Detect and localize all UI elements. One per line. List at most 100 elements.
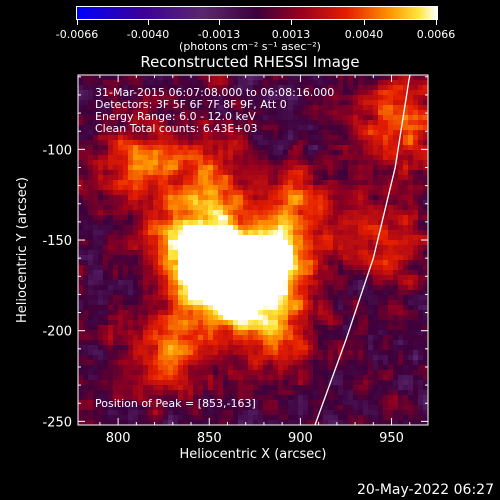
heatmap-cell [288, 395, 294, 401]
heatmap-cell [188, 375, 194, 381]
heatmap-cell [83, 410, 89, 416]
heatmap-cell [138, 380, 144, 386]
heatmap-cell [83, 305, 89, 311]
heatmap-cell [93, 410, 99, 416]
heatmap-cell [323, 155, 329, 161]
heatmap-cell [93, 90, 99, 96]
heatmap-cell [278, 320, 284, 326]
heatmap-cell [93, 185, 99, 191]
heatmap-cell [343, 260, 349, 266]
heatmap-cell [358, 270, 364, 276]
heatmap-cell [263, 210, 269, 216]
heatmap-cell [413, 185, 419, 191]
heatmap-cell [178, 190, 184, 196]
heatmap-cell [323, 295, 329, 301]
heatmap-cell [123, 120, 129, 126]
heatmap-cell [78, 275, 84, 281]
heatmap-cell [113, 395, 119, 401]
heatmap-cell [303, 250, 309, 256]
heatmap-cell [178, 310, 184, 316]
heatmap-cell [128, 100, 134, 106]
heatmap-cell [278, 85, 284, 91]
heatmap-cell [393, 260, 399, 266]
heatmap-cell [353, 355, 359, 361]
heatmap-cell [118, 260, 124, 266]
heatmap-cell [188, 150, 194, 156]
heatmap-cell [238, 145, 244, 151]
heatmap-cell [118, 105, 124, 111]
heatmap-cell [423, 395, 429, 401]
heatmap-cell [168, 335, 174, 341]
heatmap-cell [358, 375, 364, 381]
heatmap-cell [148, 175, 154, 181]
heatmap-cell [288, 125, 294, 131]
heatmap-cell [188, 120, 194, 126]
heatmap-cell [238, 275, 244, 281]
heatmap-cell [253, 195, 259, 201]
heatmap-cell [358, 235, 364, 241]
heatmap-cell [123, 360, 129, 366]
heatmap-cell [388, 375, 394, 381]
heatmap-cell [108, 110, 114, 116]
heatmap-cell [353, 365, 359, 371]
heatmap-cell [313, 190, 319, 196]
heatmap-cell [343, 365, 349, 371]
heatmap-cell [218, 115, 224, 121]
heatmap-cell [83, 295, 89, 301]
heatmap-cell [233, 385, 239, 391]
heatmap-cell [193, 160, 199, 166]
heatmap-cell [153, 290, 159, 296]
heatmap-cell [293, 270, 299, 276]
heatmap-cell [128, 330, 134, 336]
heatmap-cell [298, 135, 304, 141]
heatmap-cell [398, 355, 404, 361]
heatmap-cell [383, 290, 389, 296]
heatmap-cell [213, 110, 219, 116]
heatmap-cell [193, 190, 199, 196]
heatmap-cell [98, 385, 104, 391]
heatmap-cell [388, 385, 394, 391]
heatmap-cell [418, 270, 424, 276]
heatmap-cell [333, 390, 339, 396]
heatmap-cell [143, 160, 149, 166]
heatmap-cell [183, 270, 189, 276]
heatmap-cell [148, 390, 154, 396]
heatmap-cell [208, 295, 214, 301]
heatmap-cell [213, 275, 219, 281]
heatmap-cell [328, 405, 334, 411]
heatmap-cell [308, 235, 314, 241]
heatmap-cell [143, 420, 149, 426]
heatmap-cell [208, 335, 214, 341]
heatmap-cell [313, 335, 319, 341]
heatmap-cell [198, 115, 204, 121]
heatmap-cell [78, 180, 84, 186]
heatmap-cell [273, 320, 279, 326]
heatmap-cell [108, 115, 114, 121]
heatmap-cell [348, 250, 354, 256]
heatmap-cell [388, 190, 394, 196]
heatmap-cell [328, 260, 334, 266]
heatmap-cell [333, 290, 339, 296]
heatmap-cell [338, 260, 344, 266]
heatmap-cell [363, 235, 369, 241]
heatmap-cell [373, 225, 379, 231]
heatmap-cell [143, 215, 149, 221]
heatmap-cell [213, 395, 219, 401]
heatmap-cell [78, 305, 84, 311]
heatmap-cell [108, 295, 114, 301]
heatmap-cell [178, 295, 184, 301]
heatmap-cell [358, 305, 364, 311]
heatmap-cell [403, 405, 409, 411]
heatmap-cell [113, 110, 119, 116]
heatmap-cell [278, 135, 284, 141]
heatmap-cell [408, 140, 414, 146]
heatmap-cell [243, 250, 249, 256]
heatmap-cell [108, 205, 114, 211]
heatmap-cell [248, 150, 254, 156]
heatmap-cell [248, 120, 254, 126]
heatmap-cell [313, 115, 319, 121]
heatmap-cell [78, 125, 84, 131]
heatmap-cell [138, 320, 144, 326]
heatmap-cell [393, 295, 399, 301]
heatmap-cell [283, 130, 289, 136]
